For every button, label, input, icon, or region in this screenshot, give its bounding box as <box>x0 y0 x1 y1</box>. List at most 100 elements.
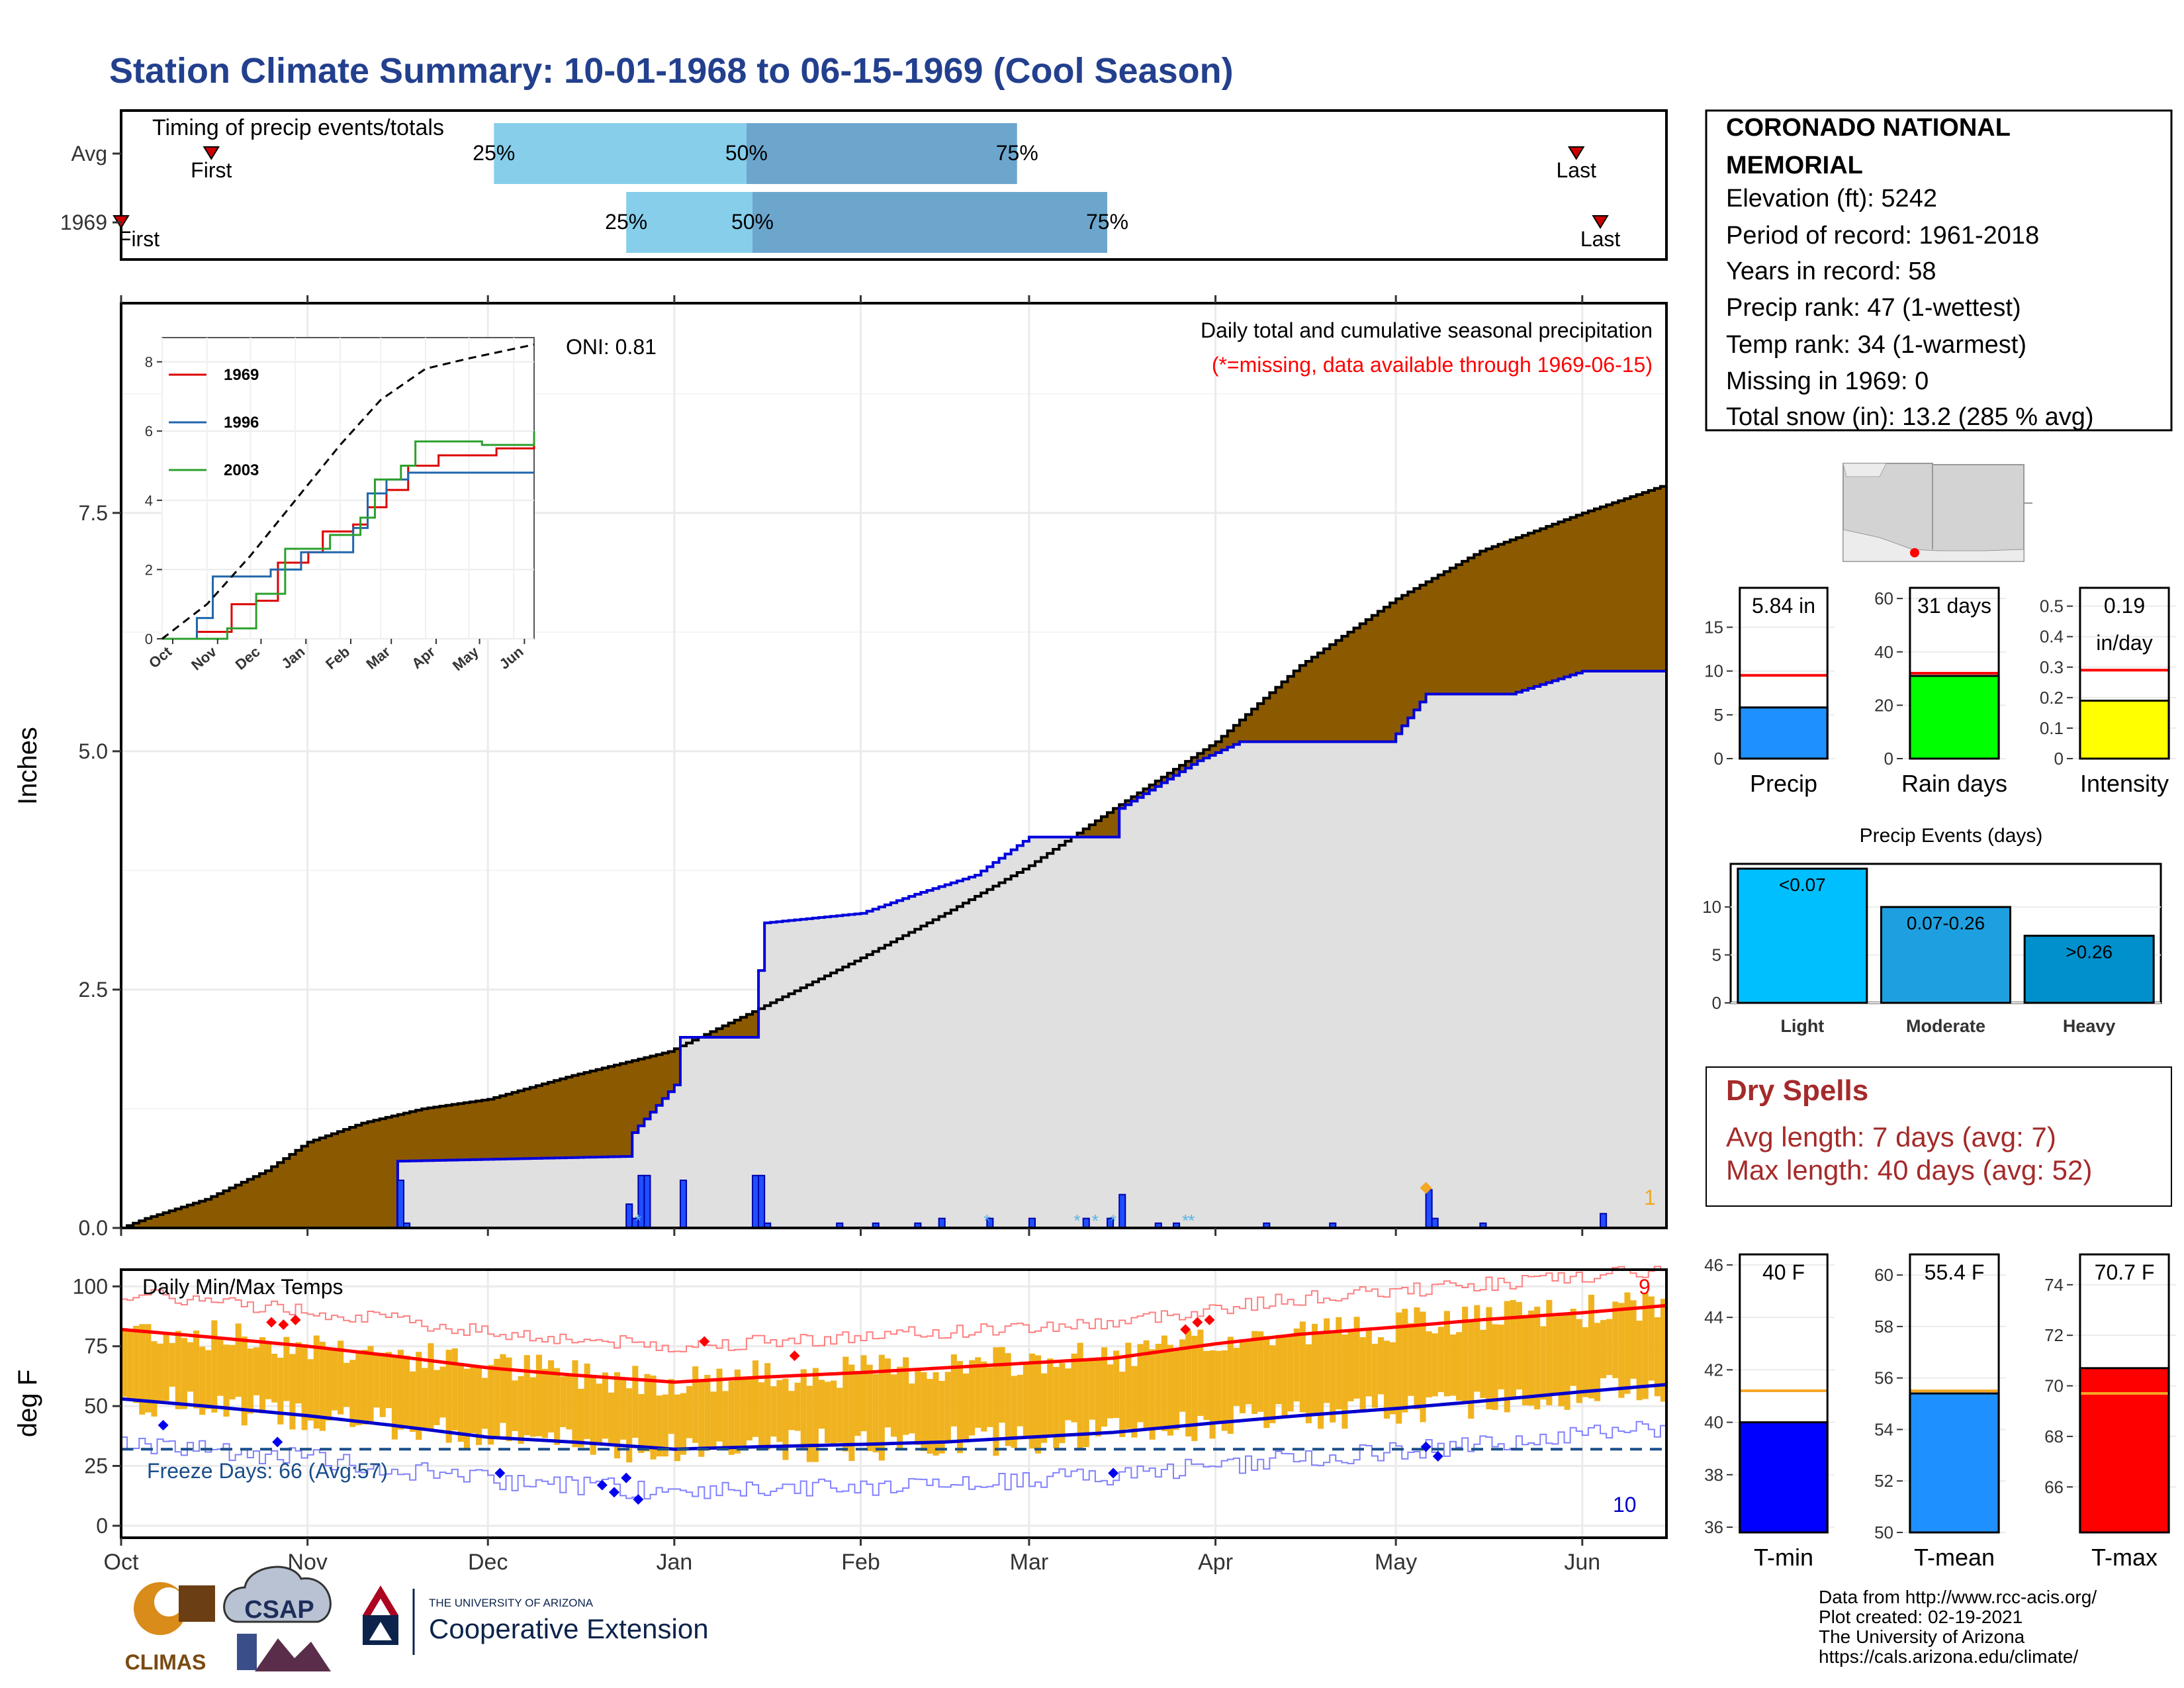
daily-temp-bar <box>199 1346 206 1415</box>
daily-temp-bar <box>1113 1350 1120 1419</box>
temp-x-tick-label: Mar <box>1010 1550 1049 1575</box>
daily-precip-bar <box>938 1217 946 1229</box>
ua-small-text: THE UNIVERSITY OF ARIZONA <box>429 1597 594 1609</box>
intensity-chart-bar <box>2079 699 2170 760</box>
intensity-chart-y-tick-label: 0 <box>2054 749 2064 769</box>
daily-temp-bar <box>1498 1324 1504 1389</box>
hot-days-count: 9 <box>1639 1275 1651 1299</box>
daily-temp-bar <box>133 1325 140 1403</box>
station-name-line1: CORONADO NATIONAL <box>1726 114 2011 142</box>
daily-temp-bar <box>301 1344 308 1430</box>
daily-temp-bar <box>788 1391 795 1430</box>
t-max-chart-y-tick-label: 68 <box>2044 1427 2064 1446</box>
main-precip-panel: * * * * * ** 0.02.55.07.5 Inches Daily total … <box>13 295 1668 1240</box>
daily-temp-bar <box>854 1371 861 1436</box>
daily-temp-bar <box>512 1380 518 1431</box>
daily-temp-bar <box>1576 1319 1582 1403</box>
daily-temp-bar <box>319 1341 326 1431</box>
daily-temp-bar <box>927 1379 933 1454</box>
t-min-chart-bar <box>1739 1421 1829 1534</box>
daily-temp-bar <box>523 1355 530 1436</box>
t-min-chart-y-tick-label: 40 <box>1704 1413 1723 1432</box>
intensity-chart-value-label: in/day <box>2096 631 2152 655</box>
events-bar-label: >0.26 <box>2066 942 2113 962</box>
temp-panel-title: Daily Min/Max Temps <box>142 1275 343 1299</box>
t-mean-chart-y-tick-label: 60 <box>1874 1265 1893 1285</box>
daily-temp-bar <box>422 1368 428 1429</box>
daily-temp-bar <box>1546 1299 1553 1405</box>
daily-temp-bar <box>193 1330 200 1409</box>
daily-temp-bar <box>1347 1329 1354 1401</box>
rain-days-chart-value-label: 31 days <box>1917 594 1991 618</box>
daily-temp-bar <box>1269 1345 1276 1424</box>
daily-temp-bar <box>728 1380 735 1455</box>
events-bar <box>1737 867 1868 1004</box>
events-category-label: Heavy <box>2063 1016 2116 1036</box>
temp-x-tick-label: Apr <box>1198 1550 1233 1575</box>
rain-days-chart-y-tick-label: 20 <box>1874 695 1893 715</box>
year-cumulative-area <box>121 671 1666 1228</box>
daily-temp-bar <box>764 1363 771 1450</box>
daily-temp-bar <box>903 1357 909 1435</box>
daily-temp-bar <box>1660 1299 1666 1402</box>
station-precip-rank: Precip rank: 47 (1-wettest) <box>1726 294 2021 322</box>
daily-temp-bar <box>241 1336 248 1426</box>
precip-events-title: Precip Events (days) <box>1860 825 2043 847</box>
daily-temp-bar <box>1486 1307 1492 1410</box>
timing-first-label: First <box>191 158 232 182</box>
intensity-chart-y-tick-label: 0.5 <box>2040 596 2064 616</box>
daily-temp-bar <box>175 1331 181 1409</box>
rain-days-chart-y-tick-label: 40 <box>1874 642 1893 662</box>
daily-temp-bar <box>428 1343 434 1430</box>
t-mean-chart-y-tick-label: 54 <box>1874 1419 1893 1439</box>
daily-temp-bar <box>391 1356 398 1440</box>
daily-temp-bar <box>181 1338 187 1409</box>
inset-series-1996 <box>162 471 534 640</box>
daily-temp-bar <box>373 1353 380 1408</box>
daily-temp-bar <box>1161 1335 1167 1431</box>
timing-title: Timing of precip events/totals <box>152 115 444 140</box>
daily-temp-bar <box>650 1376 657 1460</box>
rain-days-chart-bar <box>1909 675 2000 760</box>
daily-temp-bar <box>987 1367 993 1427</box>
daily-temp-bar <box>488 1364 494 1445</box>
daily-temp-bar <box>1239 1340 1246 1413</box>
daily-temp-bar <box>433 1370 440 1425</box>
timing-bar-50-75 <box>746 123 1017 184</box>
daily-temp-bar <box>1642 1293 1649 1399</box>
record-low-marker <box>621 1472 632 1483</box>
events-bar-label: <0.07 <box>1779 874 1826 895</box>
daily-temp-bar <box>890 1374 897 1437</box>
record-high-marker <box>278 1319 289 1331</box>
daily-temp-bar <box>831 1380 837 1446</box>
daily-temp-bar <box>1233 1348 1240 1406</box>
daily-precip-bar <box>1118 1194 1126 1229</box>
daily-temp-bar <box>476 1368 482 1445</box>
daily-temp-bar <box>1095 1357 1101 1436</box>
temp-x-tick-label: Feb <box>841 1550 880 1575</box>
daily-temp-bar <box>921 1372 927 1452</box>
daily-temp-bar <box>548 1360 555 1432</box>
daily-temp-bar <box>776 1380 783 1442</box>
rain-days-chart: 0 20 40 60 31 days Rain days <box>1874 586 2007 797</box>
daily-temp-bar <box>1462 1307 1469 1404</box>
daily-temp-bar <box>145 1324 152 1413</box>
daily-precip-bar <box>396 1179 405 1229</box>
daily-temp-bar <box>277 1358 284 1425</box>
precip-total-chart-bar <box>1739 706 1829 760</box>
daily-temp-bar <box>638 1393 645 1454</box>
daily-temp-bar <box>734 1369 741 1454</box>
daily-temp-bar <box>469 1365 477 1434</box>
daily-temp-bar <box>404 1355 410 1429</box>
t-max-chart-frame <box>2079 1253 2170 1534</box>
rain-days-chart-y-tick-label: 0 <box>1884 749 1893 769</box>
daily-temp-bar <box>1083 1360 1089 1447</box>
daily-temp-bar <box>1257 1331 1264 1412</box>
daily-temp-bar <box>975 1357 981 1428</box>
daily-temp-bar <box>518 1376 524 1444</box>
inset-y-tick-label: 0 <box>145 631 153 647</box>
record-low-marker <box>158 1420 169 1431</box>
timing-last-marker <box>1592 215 1609 229</box>
station-years: Years in record: 58 <box>1726 258 1936 285</box>
